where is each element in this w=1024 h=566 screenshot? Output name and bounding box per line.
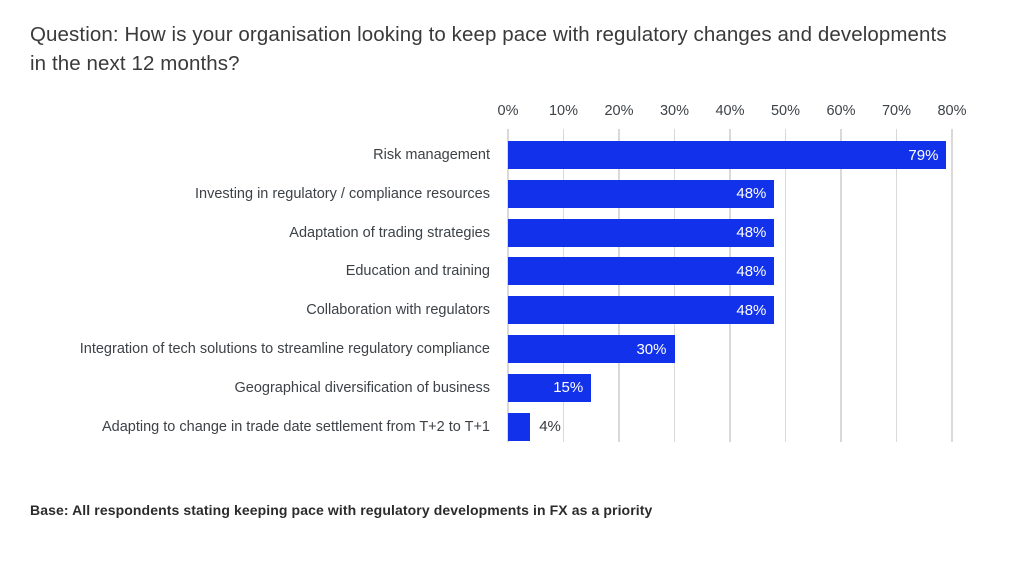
gridline (562, 129, 565, 442)
category-label: Adaptation of trading strategies (289, 224, 490, 241)
x-axis-tick: 40% (715, 103, 745, 119)
gridline (729, 129, 731, 442)
x-axis-tick: 60% (826, 103, 856, 119)
category-label: Geographical diversification of business (234, 379, 491, 396)
bar: 48% (508, 296, 775, 325)
bar-value-label: 48% (736, 262, 767, 280)
bar-value-label: 15% (553, 379, 584, 397)
category-label: Risk management (373, 147, 490, 163)
category-label: Education and training (345, 263, 490, 280)
x-axis-tick: 20% (604, 103, 634, 119)
base-note: Base: All respondents stating keeping pa… (30, 502, 653, 518)
x-axis-tick: 0% (497, 103, 519, 119)
bar-value-label: 48% (736, 301, 767, 319)
bar-value-label: 79% (908, 146, 939, 164)
category-label: Collaboration with regulators (306, 302, 490, 319)
x-axis-tick: 30% (659, 103, 690, 119)
page-title-line2: in the next 12 months? (30, 51, 240, 75)
gridline (784, 129, 787, 442)
x-axis-tick: 50% (770, 103, 801, 119)
bar-value-label: 30% (636, 340, 667, 358)
gridline (507, 129, 509, 442)
bar: 15% (508, 373, 592, 402)
bar-value-label: 48% (736, 185, 767, 203)
page-title: Question: How is your organisation looki… (30, 21, 1015, 78)
gridline (618, 129, 620, 442)
bar: 48% (508, 257, 775, 286)
gridline (673, 129, 676, 442)
category-label: Adapting to change in trade date settlem… (102, 418, 490, 435)
bar: 48% (508, 179, 775, 208)
bar-value-label: 48% (736, 224, 767, 242)
bar: 79% (508, 141, 947, 169)
bar-value-label: 4% (539, 417, 561, 435)
x-axis-tick: 10% (548, 103, 579, 119)
bar (508, 412, 531, 441)
x-axis-tick: 80% (937, 103, 967, 119)
gridline (840, 129, 842, 442)
category-label: Integration of tech solutions to streaml… (79, 341, 490, 357)
category-label: Investing in regulatory / compliance res… (195, 185, 490, 202)
x-axis-tick: 70% (881, 103, 912, 119)
bar: 30% (508, 335, 675, 363)
bar: 48% (508, 218, 775, 247)
page-title-line1: Question: How is your organisation looki… (30, 23, 947, 46)
gridline (951, 129, 953, 442)
gridline (895, 129, 898, 442)
